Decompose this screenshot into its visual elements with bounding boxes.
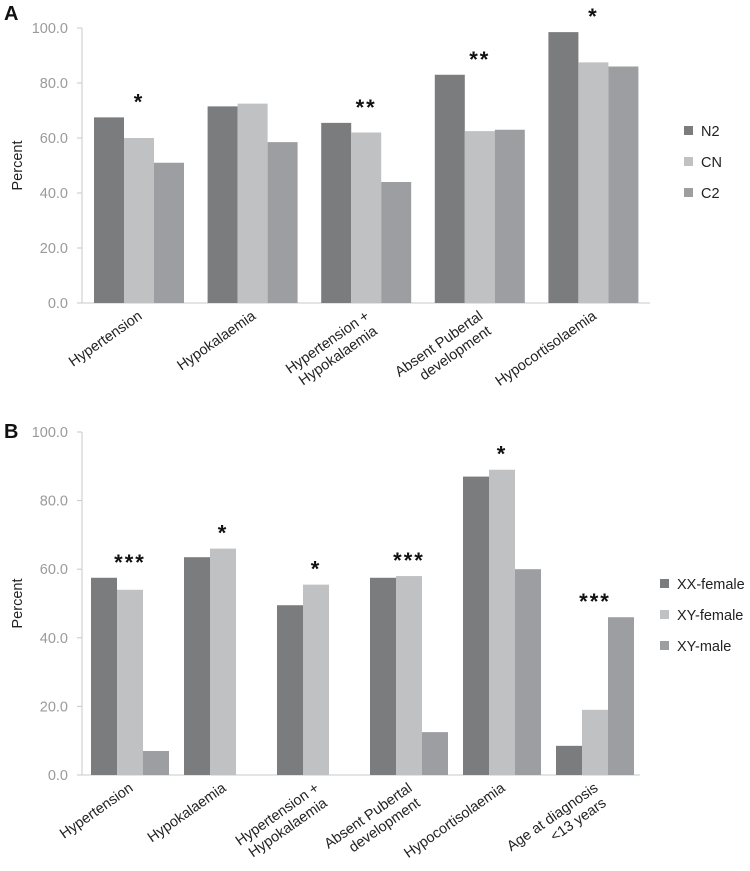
bar-n2 [434,74,465,303]
legend-label: XY-female [677,608,743,624]
bar-xx-female [277,605,303,775]
bar-xy-female [210,548,236,775]
bar-xy-male [608,617,634,775]
bar-xx-female [556,745,582,775]
bar-c2 [494,129,525,303]
bar-c2 [267,142,298,303]
category-label-line: Hypertension [57,780,136,842]
category-label-line: Hypocortisolaemia [401,780,509,862]
bar-cn [124,138,154,303]
y-axis-label: Percent [10,579,26,629]
legend-swatch [684,188,693,197]
y-tick-label: 20.0 [40,241,68,257]
bar-xy-male [143,750,169,775]
category-label: Hypertension +Hypokalaemia [233,780,332,863]
significance-marker: * [134,89,145,114]
bar-n2 [94,117,124,303]
y-tick-label: 80.0 [40,494,68,510]
significance-marker: * [588,4,599,29]
bar-xx-female [463,476,489,775]
bar-cn [351,132,382,303]
y-tick-label: 100.0 [32,425,68,441]
category-label: Hypokalaemia [145,780,230,846]
significance-marker: * [311,557,322,582]
significance-marker: * [497,442,508,467]
bar-xx-female [184,557,210,775]
category-label-line: Hypokalaemia [174,308,259,374]
bar-xx-female [370,577,396,775]
category-label: Hypocortisolaemia [493,308,601,390]
bar-xy-female [489,469,515,775]
y-tick-label: 60.0 [40,131,68,147]
significance-marker: ** [356,95,377,120]
y-tick-label: 0.0 [48,768,68,784]
bar-c2 [381,182,412,303]
category-label: Hypokalaemia [174,308,259,374]
bar-xx-female [91,577,117,775]
y-tick-label: 0.0 [48,296,68,312]
significance-marker: ** [469,47,490,72]
bar-cn [464,131,495,303]
legend-label: CN [701,155,722,171]
category-label: Hypertension +Hypokalaemia [283,308,382,391]
y-tick-label: 80.0 [40,76,68,92]
panel-b-chart: B 0.020.040.060.080.0100.0Percent***Hype… [4,421,745,869]
legend-swatch [660,579,669,588]
category-label: Age at diagnosis<13 years [504,780,611,869]
bar-cn [578,62,609,303]
significance-marker: * [218,521,229,546]
y-tick-label: 40.0 [40,186,68,202]
y-tick-label: 40.0 [40,631,68,647]
y-tick-label: 60.0 [40,562,68,578]
legend-label: C2 [701,186,720,202]
significance-marker: *** [114,550,146,575]
bar-xy-female [117,589,143,775]
bar-xy-male [422,732,448,775]
category-label: Hypertension [66,308,145,370]
bar-xy-male [515,569,541,775]
category-label: Hypocortisolaemia [401,780,509,862]
legend-swatch [684,126,693,135]
bar-c2 [154,162,184,303]
legend-label: XY-male [677,639,731,655]
bar-xy-female [582,709,608,775]
legend-swatch [684,157,693,166]
category-label-line: Hypocortisolaemia [493,308,601,390]
bar-xy-female [396,576,422,775]
category-label-line: Hypertension [66,308,145,370]
legend-label: XX-female [677,577,745,593]
category-label-line: Hypokalaemia [145,780,230,846]
panel-b-letter: B [4,421,18,443]
panel-a-chart: A 0.0 20.0 40.0 60.0 80.0 100.0 Percent * Hypert… [4,3,722,394]
category-label: Hypertension [57,780,136,842]
significance-marker: *** [393,548,425,573]
bar-n2 [321,122,352,303]
bar-n2 [207,106,238,303]
y-tick-label: 20.0 [40,699,68,715]
bar-n2 [548,32,579,303]
legend-label: N2 [701,124,720,140]
bar-cn [237,103,268,303]
legend-swatch [660,610,669,619]
panel-a-letter: A [4,3,18,25]
legend-swatch [660,641,669,650]
bar-xy-female [303,584,329,775]
bar-c2 [608,66,639,303]
y-axis-label: Percent [10,141,26,191]
y-tick-label: 100.0 [32,21,68,37]
significance-marker: *** [579,589,611,614]
category-label: Absent Pubertaldevelopment [392,308,495,394]
